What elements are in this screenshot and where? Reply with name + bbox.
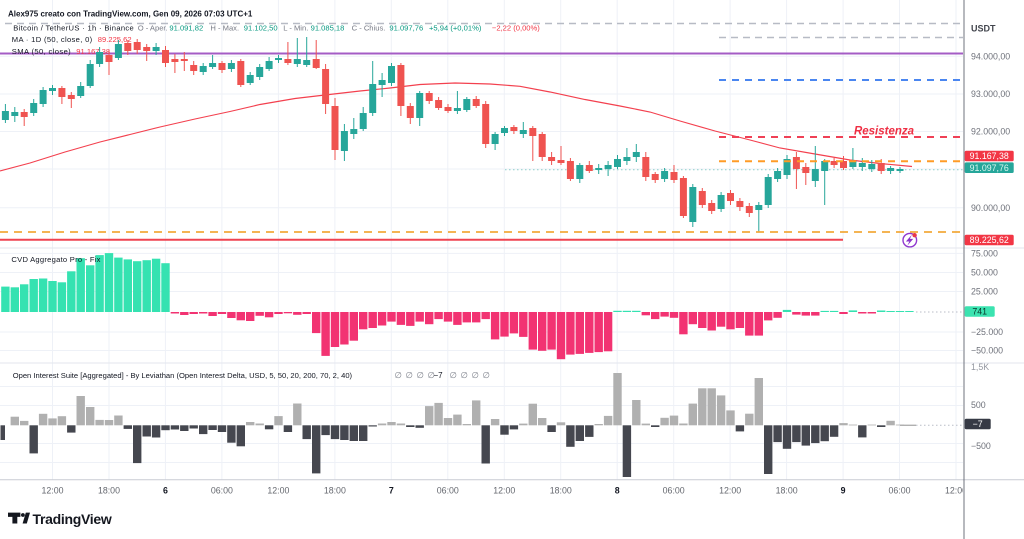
- svg-text:7: 7: [389, 485, 394, 495]
- svg-text:12:00: 12:00: [945, 485, 967, 495]
- svg-text:∅: ∅: [472, 370, 480, 380]
- svg-text:Bitcoin / TetherUS · 1h · Bina: Bitcoin / TetherUS · 1h · Binance: [13, 23, 134, 32]
- svg-text:−7: −7: [973, 419, 983, 429]
- svg-text:90.000,00: 90.000,00: [971, 203, 1010, 213]
- svg-text:92.000,00: 92.000,00: [971, 127, 1010, 137]
- svg-text:Open Interest Suite [Aggregate: Open Interest Suite [Aggregated] - By Le…: [13, 371, 353, 380]
- svg-text:−500: −500: [971, 441, 991, 451]
- svg-text:∅: ∅: [417, 370, 425, 380]
- svg-text:TradingView: TradingView: [33, 511, 112, 527]
- svg-text:500: 500: [971, 400, 986, 410]
- svg-text:6: 6: [163, 485, 168, 495]
- svg-text:93.000,00: 93.000,00: [971, 89, 1010, 99]
- svg-text:∅: ∅: [461, 370, 469, 380]
- svg-text:MA · 1D (50, close, 0): MA · 1D (50, close, 0): [12, 35, 93, 44]
- svg-text:89.225,62: 89.225,62: [970, 235, 1009, 245]
- svg-text:USDT: USDT: [971, 24, 996, 34]
- svg-text:12:00: 12:00: [267, 485, 289, 495]
- svg-text:+5,94 (+0,01%): +5,94 (+0,01%): [429, 23, 482, 32]
- svg-text:SMA (50, close): SMA (50, close): [12, 47, 71, 56]
- svg-text:94.000,00: 94.000,00: [971, 52, 1010, 62]
- svg-text:8: 8: [615, 485, 620, 495]
- svg-text:∅: ∅: [406, 370, 414, 380]
- svg-text:∅: ∅: [450, 370, 458, 380]
- svg-text:9: 9: [841, 485, 846, 495]
- svg-text:91.097,76: 91.097,76: [389, 23, 423, 32]
- svg-text:91.167,38: 91.167,38: [76, 47, 110, 56]
- svg-text:06:00: 06:00: [663, 485, 685, 495]
- svg-text:91.097,76: 91.097,76: [970, 163, 1009, 173]
- svg-text:25.000: 25.000: [971, 287, 998, 297]
- svg-text:18:00: 18:00: [776, 485, 798, 495]
- svg-text:∅: ∅: [428, 370, 436, 380]
- svg-text:06:00: 06:00: [889, 485, 911, 495]
- svg-text:91.085,18: 91.085,18: [311, 23, 345, 32]
- svg-text:75.000: 75.000: [971, 249, 998, 259]
- svg-text:18:00: 18:00: [550, 485, 572, 495]
- svg-text:∅: ∅: [395, 370, 403, 380]
- svg-text:18:00: 18:00: [324, 485, 346, 495]
- svg-text:H - Max.: H - Max.: [210, 23, 239, 32]
- svg-text:−7: −7: [434, 371, 444, 380]
- svg-text:CVD Aggregato Pro - Fix: CVD Aggregato Pro - Fix: [11, 255, 100, 264]
- svg-text:Alex975 creato con TradingView: Alex975 creato con TradingView.com, Gen …: [8, 10, 253, 19]
- svg-text:L - Min.: L - Min.: [283, 23, 308, 32]
- svg-text:91.167,38: 91.167,38: [970, 151, 1009, 161]
- svg-text:91.091,82: 91.091,82: [169, 23, 203, 32]
- svg-text:∅: ∅: [483, 370, 491, 380]
- svg-text:91.102,50: 91.102,50: [244, 23, 278, 32]
- svg-text:06:00: 06:00: [437, 485, 459, 495]
- svg-text:50.000: 50.000: [971, 268, 998, 278]
- svg-text:O - Aper.: O - Aper.: [138, 23, 168, 32]
- svg-text:C - Chius.: C - Chius.: [352, 23, 386, 32]
- svg-text:12:00: 12:00: [493, 485, 515, 495]
- svg-text:89.225,62: 89.225,62: [98, 35, 132, 44]
- svg-text:741: 741: [972, 307, 987, 317]
- svg-text:12:00: 12:00: [719, 485, 741, 495]
- svg-text:−25.000: −25.000: [971, 327, 1003, 337]
- svg-text:06:00: 06:00: [211, 485, 233, 495]
- svg-text:1,5K: 1,5K: [971, 362, 989, 372]
- svg-text:−2,22 (0,00%): −2,22 (0,00%): [492, 23, 540, 32]
- svg-text:12:00: 12:00: [41, 485, 63, 495]
- svg-text:Resistenza: Resistenza: [854, 126, 915, 138]
- svg-text:18:00: 18:00: [98, 485, 120, 495]
- svg-text:−50.000: −50.000: [971, 346, 1003, 356]
